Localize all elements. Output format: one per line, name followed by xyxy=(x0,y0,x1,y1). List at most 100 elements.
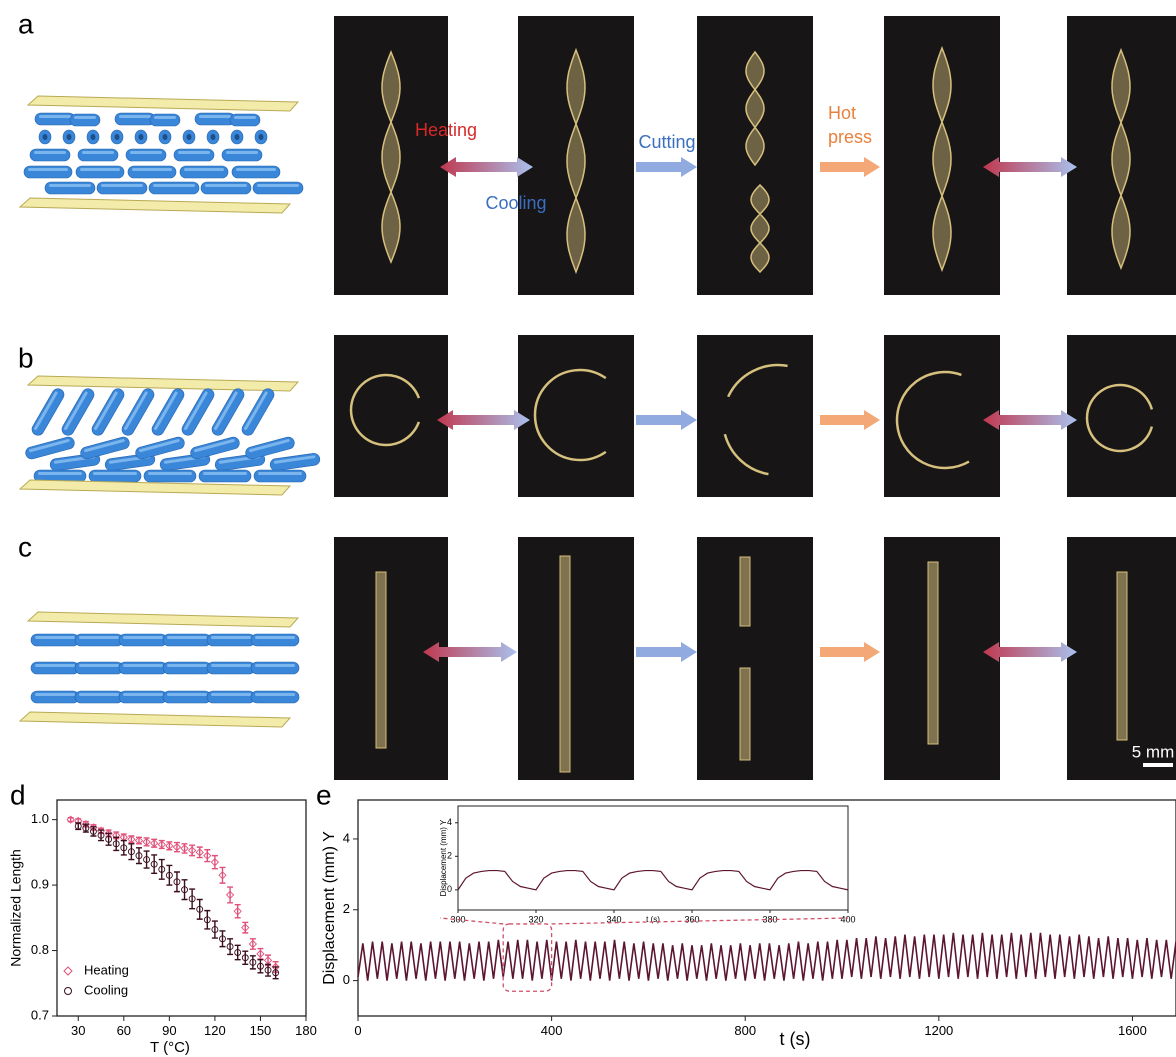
rod xyxy=(45,182,95,194)
rod-body xyxy=(174,149,214,161)
rod-body xyxy=(207,691,255,703)
rod xyxy=(76,166,124,178)
rod-body xyxy=(251,662,299,674)
panel-label: b xyxy=(18,342,34,373)
panel-label: e xyxy=(316,779,332,810)
rod-shine xyxy=(236,168,276,171)
panel-label: d xyxy=(10,779,26,810)
rod xyxy=(207,662,255,674)
rod-shine xyxy=(234,116,256,119)
rod xyxy=(253,182,303,194)
rod-shine xyxy=(203,472,247,475)
rod-body xyxy=(31,662,79,674)
y-tick-label: 0 xyxy=(343,972,350,987)
rod-body xyxy=(31,634,79,646)
rod-body xyxy=(207,662,255,674)
rod-shine xyxy=(79,664,119,667)
rod-shine xyxy=(101,184,143,187)
rod-body xyxy=(222,149,262,161)
ribbon xyxy=(933,48,951,270)
arrow xyxy=(636,642,697,662)
rod xyxy=(75,634,123,646)
rod-shine xyxy=(167,664,207,667)
x-tick-label: 1200 xyxy=(924,1023,953,1038)
rod xyxy=(126,149,166,161)
process-label: Hot xyxy=(828,103,856,123)
double-arrow xyxy=(423,642,517,662)
rod xyxy=(163,634,211,646)
rod-body xyxy=(76,166,124,178)
rod-shine xyxy=(80,168,120,171)
rod-shine xyxy=(255,636,295,639)
rod xyxy=(119,634,167,646)
rod xyxy=(251,662,299,674)
rod-shine xyxy=(211,664,251,667)
strip xyxy=(740,557,750,626)
rod-shine xyxy=(258,472,302,475)
process-label: Cooling xyxy=(485,193,546,213)
rod xyxy=(134,436,185,461)
rod-end-hole xyxy=(259,134,264,140)
rod-shine xyxy=(153,184,195,187)
rod xyxy=(128,166,176,178)
plate xyxy=(28,96,298,111)
double-arrow xyxy=(983,410,1077,430)
strip xyxy=(1117,572,1127,740)
rod xyxy=(174,149,214,161)
rod-shine xyxy=(257,184,299,187)
ribbon xyxy=(382,52,400,262)
rod-body xyxy=(126,149,166,161)
rod-body xyxy=(75,691,123,703)
rod-body xyxy=(89,470,141,482)
rod-body xyxy=(75,662,123,674)
plate xyxy=(20,712,290,727)
rod xyxy=(115,113,155,125)
x-tick-label: 320 xyxy=(528,915,543,925)
rod-body xyxy=(232,166,280,178)
rod-end-hole xyxy=(115,134,120,140)
y-axis-label: Displacement (mm) Y xyxy=(439,819,448,896)
rod-body xyxy=(251,634,299,646)
photo xyxy=(1067,335,1176,497)
legend-label: Heating xyxy=(84,962,129,977)
rod-shine xyxy=(211,693,251,696)
rod-shine xyxy=(39,115,71,118)
y-tick-label: 1.0 xyxy=(31,811,49,826)
rod xyxy=(79,436,130,461)
rod xyxy=(31,662,79,674)
rod xyxy=(24,436,75,461)
rod xyxy=(222,149,262,161)
double-arrow xyxy=(983,157,1077,177)
rod-body xyxy=(251,691,299,703)
plate xyxy=(28,376,298,391)
arrow xyxy=(820,642,880,662)
rod-body xyxy=(24,166,72,178)
rod-shine xyxy=(148,472,192,475)
page: a b c d e Heating Cooling Cutting Hot pr… xyxy=(0,0,1176,1057)
rod-shine xyxy=(34,151,66,154)
x-tick-label: 60 xyxy=(117,1023,131,1038)
rod-body xyxy=(149,182,199,194)
rod-shine xyxy=(211,636,251,639)
x-tick-label: 90 xyxy=(162,1023,176,1038)
rod-shine xyxy=(123,693,163,696)
rod-end-hole xyxy=(43,134,48,140)
rod-body xyxy=(163,662,211,674)
photo xyxy=(334,537,448,780)
rod-body xyxy=(150,114,180,126)
rod-end-hole xyxy=(67,134,72,140)
x-axis-label: T (°C) xyxy=(150,1039,190,1056)
rod xyxy=(269,453,320,472)
rod-shine xyxy=(123,664,163,667)
rod-end-hole xyxy=(139,134,144,140)
rod-shine xyxy=(35,693,75,696)
rod xyxy=(144,470,196,482)
rod xyxy=(207,634,255,646)
rod xyxy=(119,691,167,703)
rod-body xyxy=(201,182,251,194)
process-label: Cutting xyxy=(638,132,695,152)
rod xyxy=(189,436,240,461)
rod-shine xyxy=(199,115,231,118)
rod-shine xyxy=(123,636,163,639)
rod-body xyxy=(128,166,176,178)
